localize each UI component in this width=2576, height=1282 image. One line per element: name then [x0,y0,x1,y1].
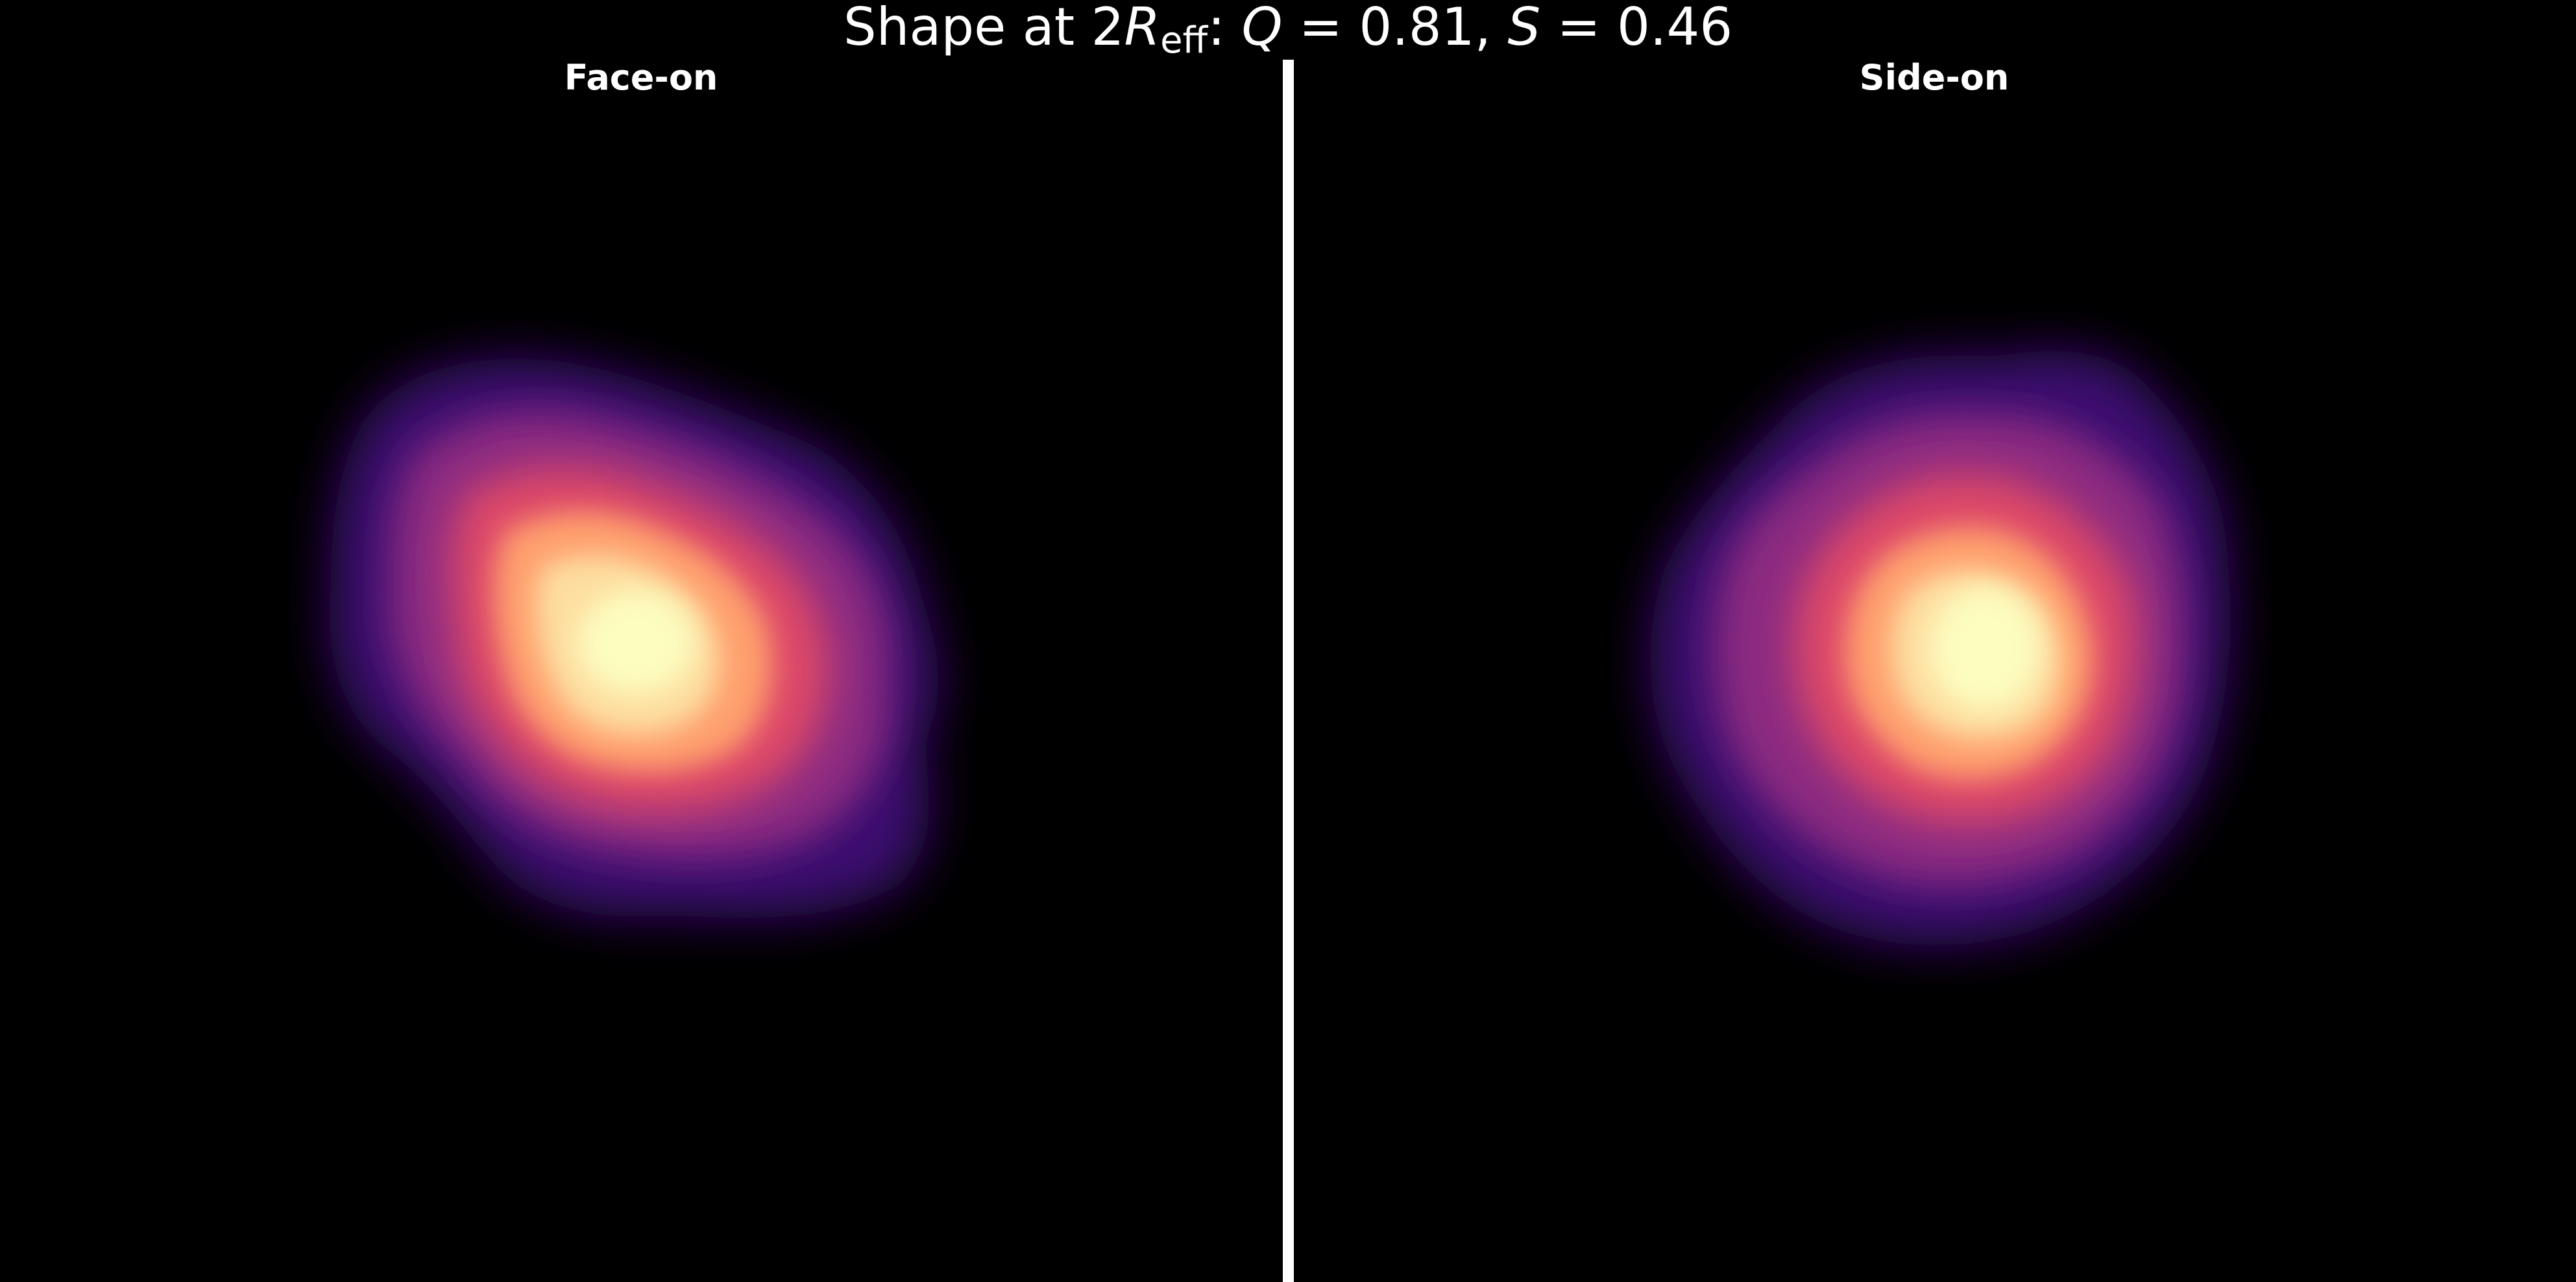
title-prefix: Shape at 2 [843,0,1124,57]
face-on-label: Face-on [564,57,718,98]
title-s-value: = 0.46 [1540,0,1733,57]
face-on-density-image [329,358,939,918]
title-r-symbol: R [1124,0,1161,57]
panel-divider [1283,60,1294,1282]
title-colon: : [1208,0,1242,57]
figure-title: Shape at 2Reff: Q = 0.81, S = 0.46 [0,0,2576,59]
side-on-label: Side-on [1859,57,2010,98]
title-r-subscript: eff [1160,19,1208,62]
face-on-panel: Face-on [0,0,1282,1282]
title-s-symbol: S [1507,0,1541,57]
side-on-density-image [1650,350,2231,945]
side-on-panel: Side-on [1294,0,2576,1282]
title-q-symbol: Q [1241,0,1283,57]
title-q-value: = 0.81, [1282,0,1508,57]
